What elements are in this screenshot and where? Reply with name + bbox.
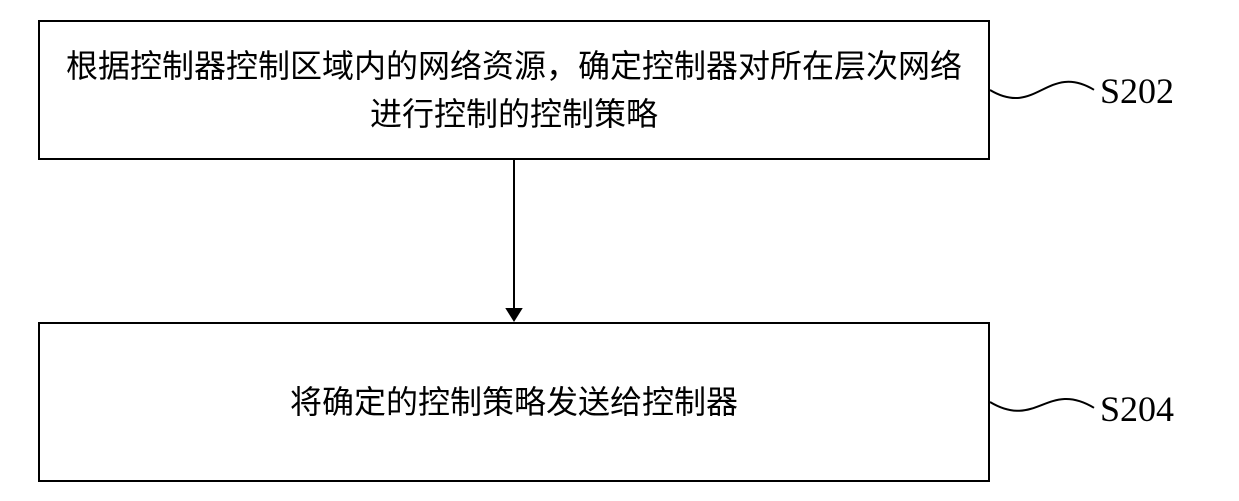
flow-arrow [0, 0, 1239, 501]
flowchart-canvas: 根据控制器控制区域内的网络资源，确定控制器对所在层次网络进行控制的控制策略S20… [0, 0, 1239, 501]
